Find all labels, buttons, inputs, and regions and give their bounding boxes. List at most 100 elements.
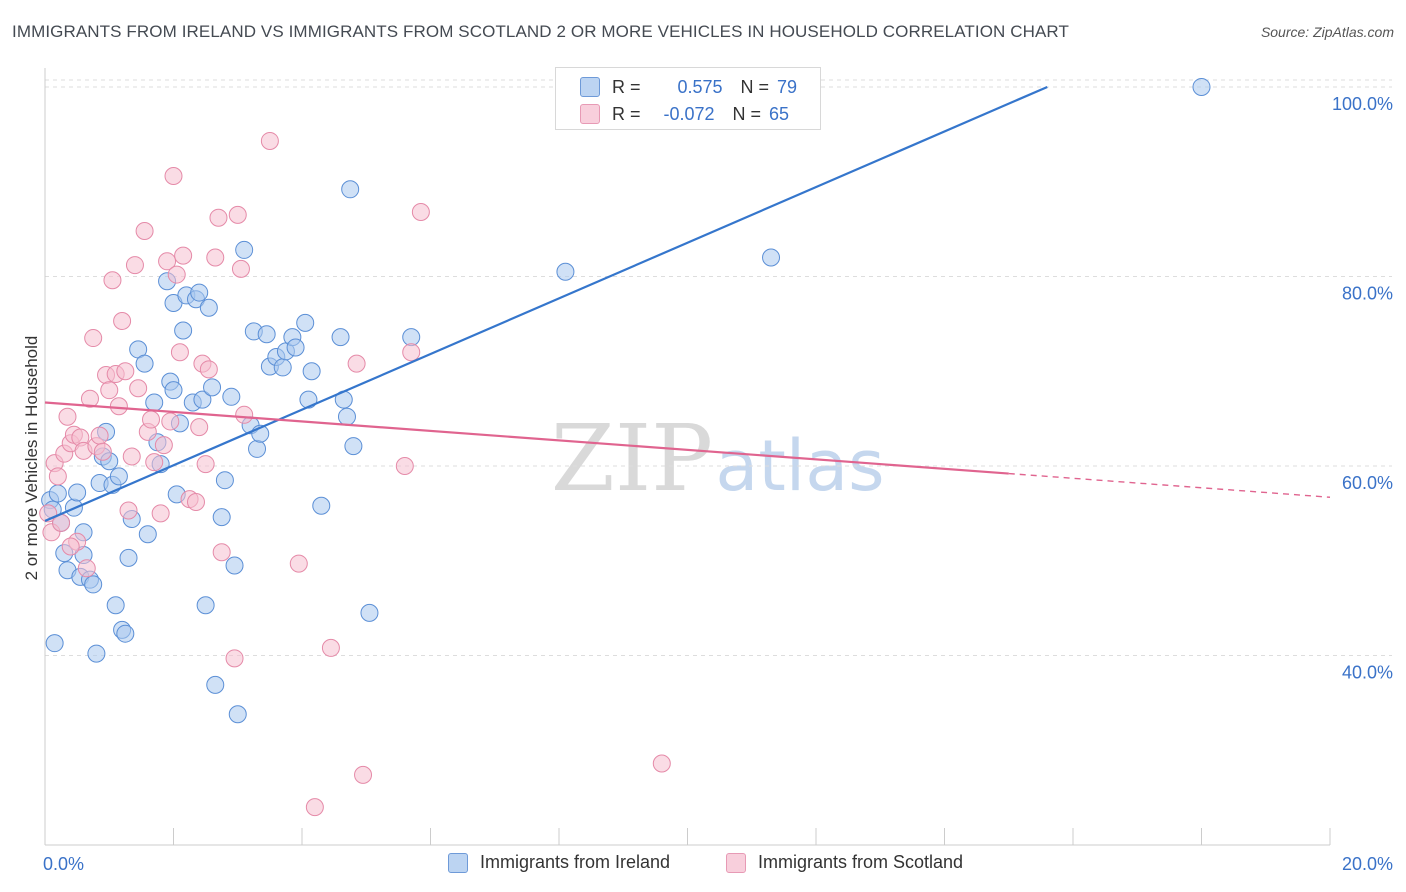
scotland-swatch [580, 104, 600, 124]
scotland-point [151, 504, 170, 523]
legend-row-ireland: R = 0.575 N = 79 [580, 74, 797, 100]
scotland-point [80, 389, 99, 408]
ireland-point [1192, 77, 1211, 96]
scotland-point [289, 554, 308, 573]
ireland-point [296, 313, 315, 332]
ireland-point [206, 675, 225, 694]
y-tick-label: 60.0% [1342, 473, 1393, 493]
scotland-point [109, 397, 128, 416]
ireland-point [302, 362, 321, 381]
scotland-point [164, 167, 183, 186]
ireland-point [119, 548, 138, 567]
ireland-point [87, 644, 106, 663]
scotland-point [142, 410, 161, 429]
scotland-point [199, 360, 218, 379]
scotland-point [212, 543, 231, 562]
tick-labels: 40.0% 60.0% 80.0% 100.0% 0.0% 20.0% [43, 94, 1393, 874]
ireland-point [299, 390, 318, 409]
source-label: Source: ZipAtlas.com [1260, 24, 1394, 40]
ireland-point [248, 439, 267, 458]
legend-row-scotland: R = -0.072 N = 65 [580, 101, 789, 127]
scotland-point [225, 649, 244, 668]
ireland-swatch [580, 77, 600, 97]
ireland-point [106, 596, 125, 615]
ireland-point [215, 471, 234, 490]
ireland-n-label: N = [740, 76, 770, 97]
ireland-points [41, 77, 1211, 724]
scotland-point [174, 246, 193, 265]
scotland-point [402, 343, 421, 362]
scotland-n-value: 65 [769, 103, 790, 124]
ireland-point [48, 484, 67, 503]
ireland-n-value: 79 [777, 76, 798, 97]
scotland-r-value: -0.072 [663, 103, 715, 124]
scotland-point [113, 311, 132, 330]
scotland-point [260, 131, 279, 150]
scotland-trend-line [44, 401, 1009, 475]
scotland-point [411, 203, 430, 222]
ireland-point [235, 240, 254, 259]
scotland-point [231, 259, 250, 278]
scotland-point [122, 447, 141, 466]
scotland-point [77, 559, 96, 578]
ireland-point [193, 390, 212, 409]
chart-title: IMMIGRANTS FROM IRELAND VS IMMIGRANTS FR… [12, 22, 1069, 41]
ireland-point [225, 556, 244, 575]
ireland-point [228, 705, 247, 724]
scotland-n-label: N = [732, 103, 762, 124]
ireland-point [174, 321, 193, 340]
ireland-r-value: 0.575 [677, 76, 723, 97]
legend-ireland-label: Immigrants from Ireland [480, 852, 671, 872]
ireland-point [196, 596, 215, 615]
scotland-point [90, 426, 109, 445]
scotland-point [116, 362, 135, 381]
legend-ireland-swatch [448, 852, 468, 873]
ireland-point [45, 634, 64, 653]
scotland-point [354, 765, 373, 784]
scotland-point [196, 455, 215, 474]
scotland-point [48, 467, 67, 486]
scotland-point [145, 453, 164, 472]
scotland-point [186, 492, 205, 511]
scotland-point [61, 537, 80, 556]
ireland-point [341, 180, 360, 199]
series-legend: Immigrants from Ireland Immigrants from … [0, 852, 1406, 878]
ireland-point [68, 483, 87, 502]
ireland-point [344, 437, 363, 456]
scotland-point [305, 798, 324, 817]
y-tick-label: 40.0% [1342, 662, 1393, 682]
ireland-point [135, 354, 154, 373]
scotland-point [652, 754, 671, 773]
ireland-point [402, 328, 421, 347]
scotland-point [58, 407, 77, 426]
scotland-point [154, 436, 173, 455]
ireland-point [762, 248, 781, 267]
axes [44, 68, 1331, 846]
ireland-point [273, 358, 292, 377]
scotland-point [395, 456, 414, 475]
scotland-point [129, 379, 148, 398]
y-tick-label: 80.0% [1342, 283, 1393, 303]
scotland-point [235, 405, 254, 424]
ireland-point [145, 393, 164, 412]
ireland-point [222, 387, 241, 406]
ireland-point [84, 575, 103, 594]
ireland-point [312, 496, 331, 515]
ireland-point [257, 325, 276, 344]
y-tick-label: 100.0% [1332, 94, 1393, 114]
scotland-point [119, 501, 138, 520]
scotland-point [347, 354, 366, 373]
ireland-point [203, 378, 222, 397]
ireland-point [116, 624, 135, 643]
scotland-point [93, 442, 112, 461]
x-tick-label: 0.0% [43, 854, 84, 874]
ireland-trend-line [44, 85, 1048, 522]
x-tick-label: 20.0% [1342, 854, 1393, 874]
watermark-zip: ZIP [551, 405, 713, 512]
scotland-point [103, 271, 122, 290]
correlation-legend: R = 0.575 N = 79 R = -0.072 N = 65 [555, 67, 821, 130]
legend-scotland-label: Immigrants from Scotland [758, 852, 964, 872]
legend-scotland-swatch [726, 852, 746, 873]
scotland-points [39, 131, 671, 817]
